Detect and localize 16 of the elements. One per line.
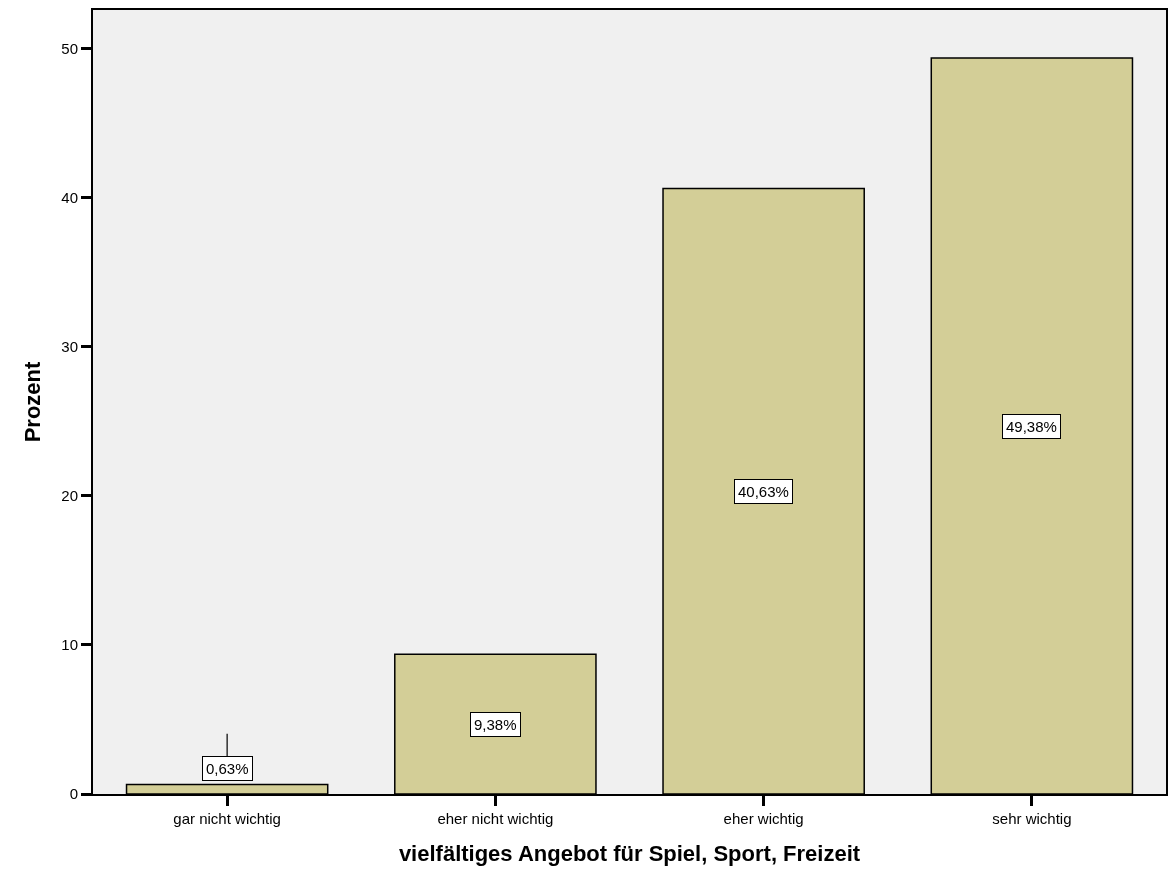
data-label: 9,38% <box>474 716 517 733</box>
y-tick-label: 20 <box>61 487 78 505</box>
y-tick-label: 30 <box>61 338 78 356</box>
x-tick-label: sehr wichtig <box>992 810 1072 827</box>
data-label: 0,63% <box>206 760 249 777</box>
x-tick-label: gar nicht wichtig <box>173 810 281 827</box>
x-tick-label: eher nicht wichtig <box>437 810 554 827</box>
x-tick-label: eher wichtig <box>723 810 804 827</box>
data-label: 40,63% <box>738 483 789 500</box>
y-tick-label: 40 <box>61 189 78 207</box>
y-axis-title: Prozent <box>19 361 45 443</box>
x-axis-title: vielfältiges Angebot für Spiel, Sport, Freizeit <box>398 841 861 867</box>
data-label: 49,38% <box>1006 418 1057 435</box>
y-tick-label: 50 <box>61 40 78 57</box>
y-tick-label: 0 <box>69 785 78 803</box>
y-tick-label: 10 <box>61 636 78 654</box>
